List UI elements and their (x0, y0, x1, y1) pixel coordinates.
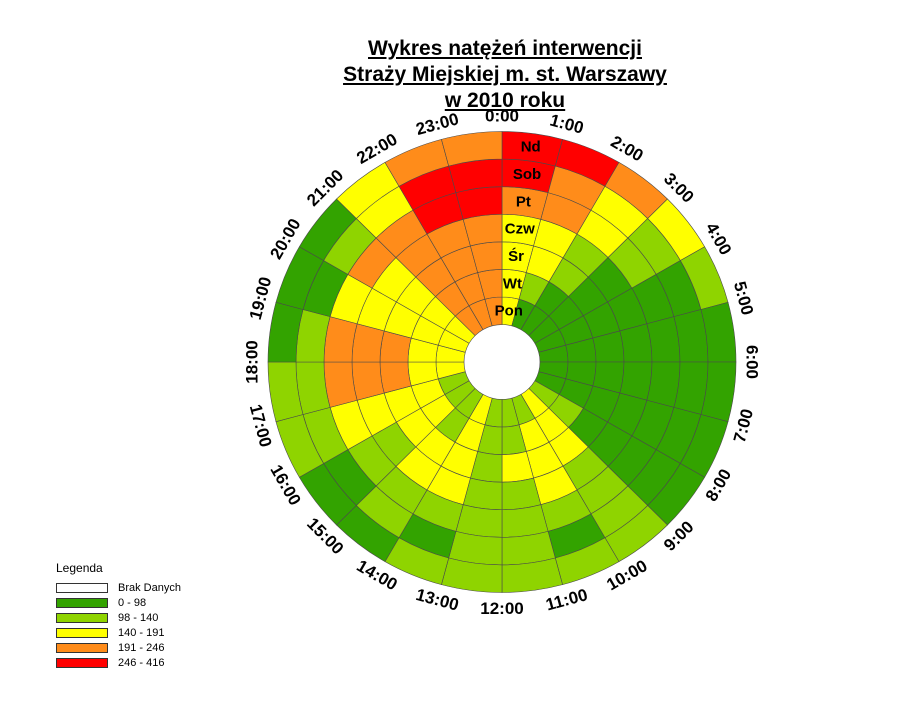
legend-label: Brak Danych (118, 581, 181, 594)
hour-label-12:00: 12:00 (480, 599, 523, 618)
legend-label: 191 - 246 (118, 641, 165, 654)
legend-rows: Brak Danych 0 - 98 98 - 140 140 - 191 191 - … (56, 580, 276, 670)
legend-item: 98 - 140 (56, 610, 276, 625)
chart-title-line-2: Straży Miejskiej m. st. Warszawy (343, 63, 667, 86)
cell-18:00-Pt (323, 316, 358, 363)
day-label-Nd: Nd (521, 139, 541, 156)
legend-item: 246 - 416 (56, 655, 276, 670)
legend-item: Brak Danych (56, 580, 276, 595)
cell-11:00-Pt (501, 504, 549, 538)
cell-17:00-Pt (323, 361, 358, 408)
legend-item: 0 - 98 (56, 595, 276, 610)
legend: Legenda Brak Danych 0 - 98 98 - 140 140 - 1… (56, 561, 276, 670)
hour-label-18:00: 18:00 (243, 340, 262, 383)
day-label-Sob: Sob (513, 166, 541, 183)
cell-17:00-Czw (351, 361, 385, 401)
hour-label-1:00: 1:00 (548, 111, 586, 138)
legend-label: 246 - 416 (118, 656, 165, 669)
legend-label: 98 - 140 (118, 611, 159, 624)
legend-swatch (56, 657, 108, 668)
hour-label-19:00: 19:00 (246, 275, 276, 322)
chart-title-line-3: w 2010 roku (444, 89, 566, 112)
hour-label-13:00: 13:00 (414, 585, 461, 615)
day-label-Wt: Wt (503, 275, 522, 292)
cell-23:00-Pt (455, 186, 503, 220)
hour-label-23:00: 23:00 (414, 109, 461, 139)
day-labels: Pon Wt Śr Czw Pt Sob Nd (495, 139, 542, 320)
day-label-Czw: Czw (505, 221, 535, 238)
hour-label-0:00: 0:00 (485, 106, 519, 125)
heatmap-cells (267, 131, 737, 593)
legend-swatch (56, 612, 108, 623)
legend-item: 140 - 191 (56, 625, 276, 640)
hour-label-6:00: 6:00 (743, 345, 762, 379)
chart-title: Wykres natężeń interwencji Straży Miejsk… (250, 36, 760, 114)
hour-label-7:00: 7:00 (730, 407, 757, 445)
chart-title-line-1: Wykres natężeń interwencji (368, 37, 642, 60)
legend-item: 191 - 246 (56, 640, 276, 655)
cell-23:00-Czw (462, 213, 503, 247)
hour-label-5:00: 5:00 (730, 279, 757, 317)
legend-swatch (56, 627, 108, 638)
cell-5:00-Czw (619, 323, 653, 363)
cell-23:00-Nd (441, 131, 503, 167)
legend-swatch (56, 642, 108, 653)
legend-swatch (56, 582, 108, 593)
legend-label: 140 - 191 (118, 626, 165, 639)
day-label-Śr: Śr (508, 247, 524, 265)
day-label-Pon: Pon (495, 303, 523, 320)
hour-label-17:00: 17:00 (246, 402, 276, 449)
day-label-Pt: Pt (516, 193, 531, 210)
hour-label-11:00: 11:00 (544, 585, 590, 614)
legend-label: 0 - 98 (118, 596, 147, 609)
cell-5:00-Pt (646, 316, 681, 363)
cell-6:00-Pt (646, 361, 681, 408)
cell-12:00-Pt (455, 504, 503, 538)
cell-11:00-Czw (501, 477, 542, 511)
legend-title: Legenda (56, 561, 103, 575)
legend-swatch (56, 597, 108, 608)
